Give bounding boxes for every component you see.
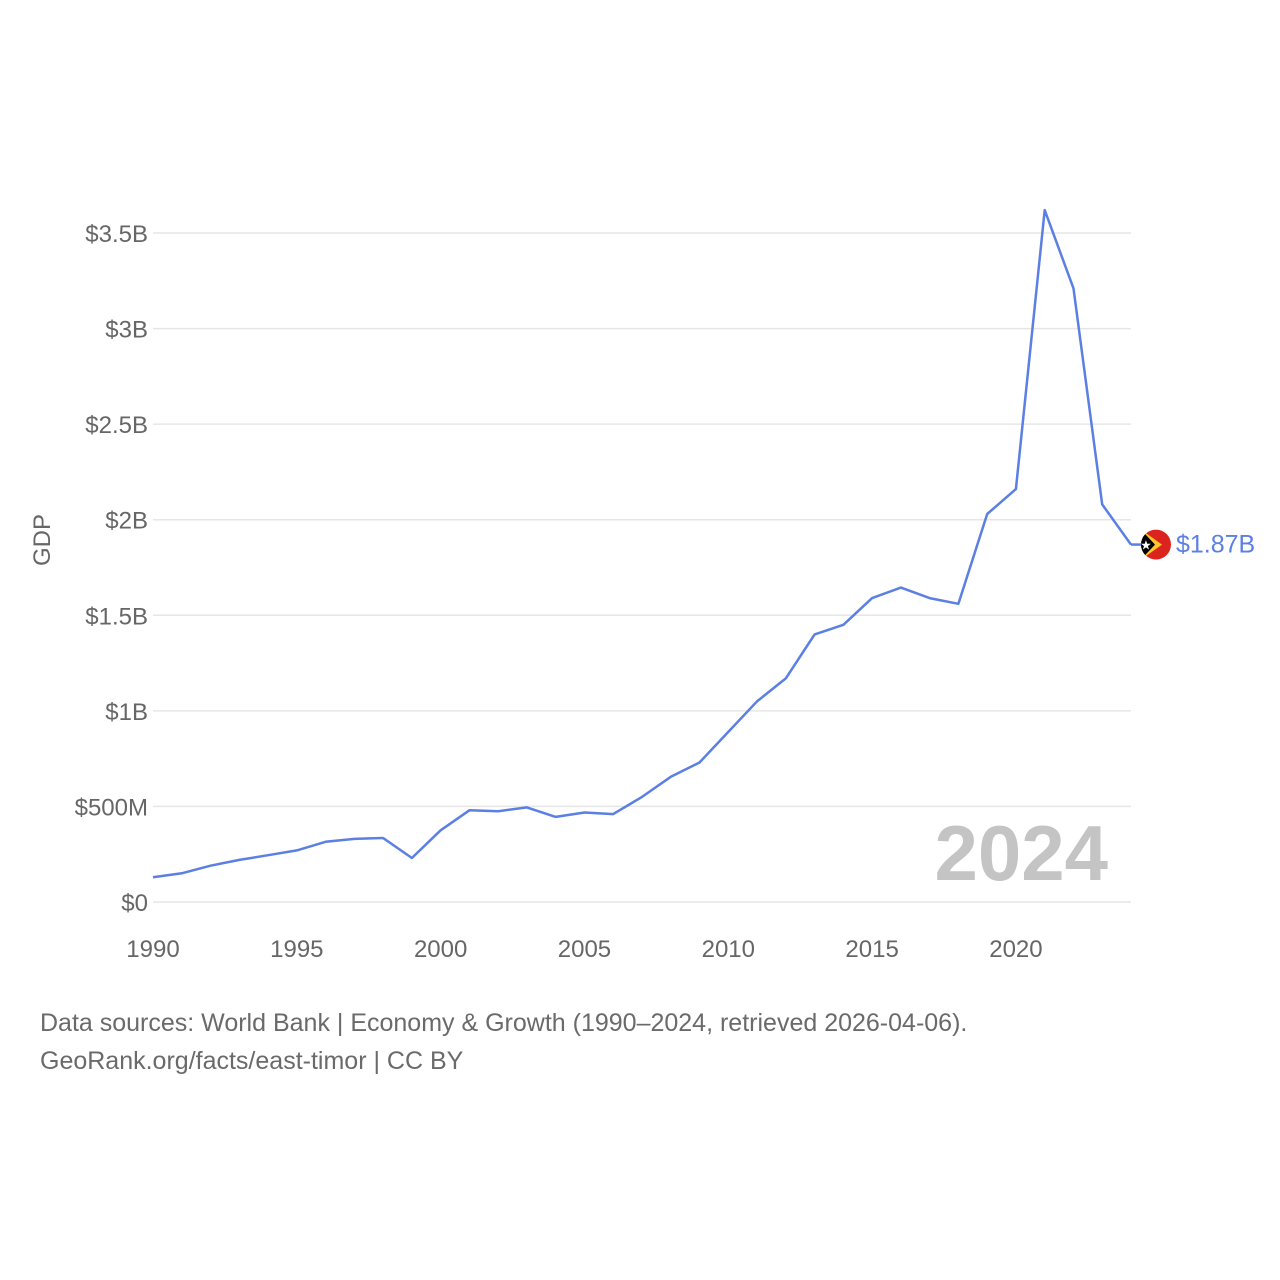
data-point [1072, 287, 1074, 289]
y-tick-label: $2.5B [85, 412, 148, 439]
data-point [871, 597, 873, 599]
data-point [1044, 209, 1046, 211]
series-end-markers: ★ $1.87B [1131, 529, 1255, 560]
x-tick-label: 1995 [270, 936, 323, 963]
y-axis-ticks: $0 $500M $1B $1.5B $2B $2.5B $3B $3.5B [75, 221, 148, 917]
data-point [756, 700, 758, 702]
data-point [928, 597, 930, 599]
y-tick-label: $500M [75, 794, 148, 821]
series-lines [152, 208, 1133, 879]
data-point [411, 857, 413, 859]
y-tick-label: $3B [105, 317, 148, 344]
y-tick-label: $0 [121, 890, 148, 917]
data-point [957, 603, 959, 605]
data-point [382, 837, 384, 839]
series-line [152, 208, 1133, 879]
y-tick-label: $1B [105, 699, 148, 726]
data-point [468, 809, 470, 811]
y-tick-label: $2B [105, 508, 148, 535]
y-tick-label: $3.5B [85, 221, 148, 248]
x-tick-label: 2005 [558, 936, 611, 963]
x-tick-label: 2015 [845, 936, 898, 963]
data-point [324, 841, 326, 843]
x-tick-label: 2020 [989, 936, 1042, 963]
year-stamp: 2024 [934, 809, 1108, 897]
data-point [641, 796, 643, 798]
x-tick-label: 1990 [126, 936, 179, 963]
y-tick-label: $1.5B [85, 603, 148, 630]
data-point [583, 811, 585, 813]
data-point [555, 816, 557, 818]
data-point [727, 731, 729, 733]
data-point [353, 838, 355, 840]
x-axis-ticks: 1990 1995 2000 2005 2010 2015 2020 [126, 936, 1042, 963]
data-point [209, 864, 211, 866]
data-point [296, 849, 298, 851]
svg-text:★: ★ [1140, 539, 1152, 554]
data-point [670, 776, 672, 778]
data-point [439, 829, 441, 831]
data-point [986, 513, 988, 515]
data-point [813, 633, 815, 635]
footer: Data sources: World Bank | Economy & Gro… [40, 1004, 967, 1080]
series-end-value: $1.87B [1176, 531, 1255, 559]
data-point [1015, 488, 1017, 490]
grid-lines [153, 232, 1131, 903]
footer-sources: Data sources: World Bank | Economy & Gro… [40, 1009, 968, 1037]
data-point [497, 810, 499, 812]
x-tick-label: 2010 [702, 936, 755, 963]
gdp-line-chart: $0 $500M $1B $1.5B $2B $2.5B $3B $3.5B 1990 1995… [29, 208, 1255, 963]
footer-attribution: GeoRank.org/facts/east-timor | CC BY [40, 1047, 464, 1075]
data-point [238, 859, 240, 861]
timor-leste-flag-icon: ★ [1140, 529, 1171, 560]
data-point [181, 872, 183, 874]
data-point [785, 677, 787, 679]
data-point [612, 813, 614, 815]
data-point [526, 806, 528, 808]
data-point [267, 854, 269, 856]
data-point [698, 761, 700, 763]
data-point [900, 586, 902, 588]
data-point [152, 876, 154, 878]
data-point [842, 624, 844, 626]
data-point [1101, 503, 1103, 505]
y-axis-title: GDP [29, 514, 56, 566]
x-tick-label: 2000 [414, 936, 467, 963]
